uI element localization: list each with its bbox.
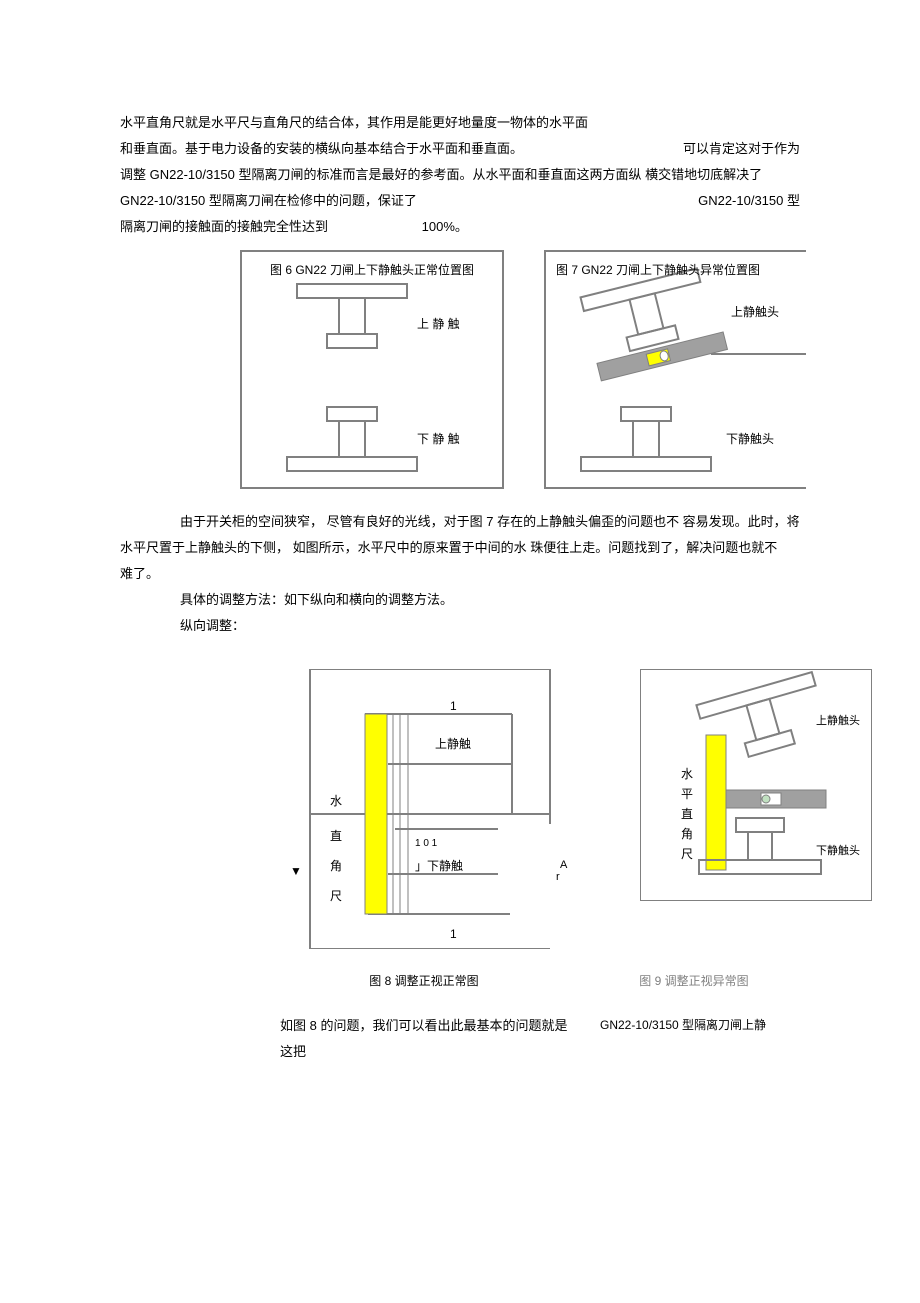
figure-6-upper-label: 上 静 触 [417, 312, 460, 336]
figure-7-svg [546, 252, 806, 487]
fig8-upper-label: 上静触 [435, 732, 471, 756]
fig8-water-1: 水 [330, 789, 342, 813]
paragraph-2-line-1: 由于开关柜的空间狭窄， 尽管有良好的光线，对于图 7 存在的上静触头偏歪的问题也… [120, 509, 800, 535]
paragraph-1-line-2: 和垂直面。基于电力设备的安装的横纵向基本结合于水平面和垂直面。 可以肯定这对于作… [120, 136, 800, 162]
last-text-b: GN22-10/3150 型隔离刀闸上静 [600, 1013, 800, 1065]
figure-6-lower-label: 下 静 触 [417, 427, 460, 451]
fig9-lower-label: 下静触头 [816, 840, 860, 862]
paragraph-2-line-3: 难了。 [120, 561, 800, 587]
paragraph-1-line-5: 隔离刀闸的接触面的接触完全性达到 100%。 [120, 214, 800, 240]
figure-8: 1 上静触 水 直 角 尺 1 0 1 」下静触 1 ▼ A r [260, 669, 580, 949]
text: 和垂直面。基于电力设备的安装的横纵向基本结合于水平面和垂直面。 [120, 136, 523, 162]
paragraph-2-line-4: 具体的调整方法：如下纵向和横向的调整方法。 [120, 587, 800, 613]
figure-7-lower-label: 下静触头 [726, 427, 774, 451]
figure-9-caption: 图 9 调整正视异常图 [588, 969, 800, 993]
text: GN22-10/3150 型 [698, 188, 800, 214]
figures-row-8-9: 1 上静触 水 直 角 尺 1 0 1 」下静触 1 ▼ A r [260, 669, 800, 949]
figure-9: 上静触头 水 平 直 角 尺 下静触头 [640, 669, 872, 901]
paragraph-2-line-5: 纵向调整： [120, 613, 800, 639]
figure-7-caption: 图 7 GN22 刀闸上下静触头异常位置图 [556, 258, 796, 282]
fig8-r: r [556, 866, 560, 888]
page: 水平直角尺就是水平尺与直角尺的结合体，其作用是能更好地量度一物体的水平面 和垂直… [0, 0, 920, 1105]
fig8-lower-label: 」下静触 [415, 854, 463, 878]
paragraph-2-line-2: 水平尺置于上静触头的下侧， 如图所示，水平尺中的原来置于中间的水 珠便往上走。问… [120, 535, 800, 561]
fig8-water-3: 角 [330, 854, 342, 878]
last-text-a: 如图 8 的问题，我们可以看出此最基本的问题就是这把 [280, 1013, 580, 1065]
text: GN22-10/3150 型隔离刀闸在检修中的问题，保证了 [120, 188, 417, 214]
figure-8-svg [260, 669, 580, 949]
fig8-water-2: 直 [330, 824, 342, 848]
text: 可以肯定这对于作为 [683, 136, 800, 162]
paragraph-1-line-3: 调整 GN22-10/3150 型隔离刀闸的标准而言是最好的参考面。从水平面和垂… [120, 162, 800, 188]
text: 100%。 [422, 214, 468, 240]
figures-row-6-7: 图 6 GN22 刀闸上下静触头正常位置图 上 静 触 下 静 触 图 7 GN… [240, 250, 800, 489]
figure-8-caption: 图 8 调整正视正常图 [260, 969, 588, 993]
figure-9-svg [641, 670, 871, 900]
captions-row: 图 8 调整正视正常图 图 9 调整正视异常图 [260, 969, 800, 993]
figure-6-caption: 图 6 GN22 刀闸上下静触头正常位置图 [252, 258, 492, 282]
fig8-bubble: 1 0 1 [415, 834, 437, 854]
fig8-num-bottom: 1 [450, 922, 457, 946]
figure-6: 图 6 GN22 刀闸上下静触头正常位置图 上 静 触 下 静 触 [240, 250, 504, 489]
figure-6-svg [242, 252, 502, 487]
last-paragraph: 如图 8 的问题，我们可以看出此最基本的问题就是这把 GN22-10/3150 … [280, 1013, 800, 1065]
fig8-water-4: 尺 [330, 884, 342, 908]
fig8-triangle: ▼ [290, 859, 302, 883]
fig8-num-top: 1 [450, 694, 457, 718]
fig8-a: A [560, 854, 567, 876]
text: 隔离刀闸的接触面的接触完全性达到 [120, 219, 328, 234]
fig9-upper-label: 上静触头 [816, 710, 860, 732]
figure-7-upper-label: 上静触头 [731, 300, 779, 324]
paragraph-1-line-4: GN22-10/3150 型隔离刀闸在检修中的问题，保证了 GN22-10/31… [120, 188, 800, 214]
fig9-ruler-5: 尺 [681, 842, 693, 866]
figure-7: 图 7 GN22 刀闸上下静触头异常位置图 [544, 250, 806, 489]
paragraph-1-line-1: 水平直角尺就是水平尺与直角尺的结合体，其作用是能更好地量度一物体的水平面 [120, 110, 800, 136]
